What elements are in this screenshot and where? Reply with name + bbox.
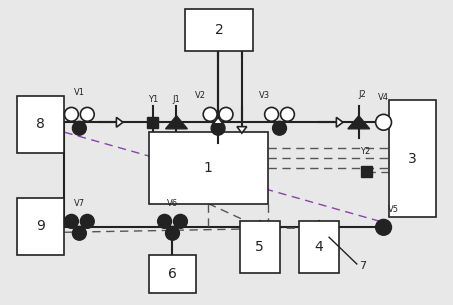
- Text: 8: 8: [36, 117, 45, 131]
- Polygon shape: [165, 116, 188, 129]
- Text: 6: 6: [168, 267, 177, 281]
- Circle shape: [203, 107, 217, 121]
- Circle shape: [165, 226, 179, 240]
- Circle shape: [72, 121, 86, 135]
- Text: 4: 4: [315, 240, 323, 254]
- Circle shape: [273, 121, 286, 135]
- Bar: [17, 198, 64, 255]
- Circle shape: [158, 214, 172, 228]
- Bar: [17, 95, 64, 153]
- Bar: [149, 132, 268, 203]
- Text: 3: 3: [408, 152, 417, 166]
- Text: V3: V3: [259, 92, 270, 100]
- Text: 7: 7: [359, 261, 366, 271]
- Text: J2: J2: [359, 89, 366, 99]
- Circle shape: [376, 114, 391, 130]
- Text: 9: 9: [36, 219, 45, 233]
- Text: V5: V5: [387, 206, 399, 214]
- Circle shape: [211, 121, 225, 135]
- Circle shape: [173, 214, 188, 228]
- Polygon shape: [116, 117, 123, 127]
- Text: Y1: Y1: [148, 95, 158, 104]
- Circle shape: [64, 214, 78, 228]
- Bar: [240, 221, 280, 273]
- Bar: [389, 100, 436, 217]
- Circle shape: [80, 214, 94, 228]
- Polygon shape: [237, 127, 247, 133]
- Circle shape: [280, 107, 294, 121]
- Circle shape: [376, 219, 391, 235]
- Text: V6: V6: [167, 199, 178, 207]
- Circle shape: [64, 107, 78, 121]
- Text: V4: V4: [378, 93, 389, 102]
- Text: V1: V1: [74, 88, 85, 97]
- Circle shape: [219, 107, 233, 121]
- Text: Y2: Y2: [360, 147, 370, 156]
- Bar: [147, 117, 158, 128]
- Polygon shape: [337, 117, 343, 127]
- Circle shape: [80, 107, 94, 121]
- Polygon shape: [348, 116, 370, 129]
- Text: V2: V2: [195, 92, 206, 100]
- Text: 1: 1: [204, 161, 212, 175]
- Bar: [299, 221, 339, 273]
- Text: 2: 2: [215, 23, 223, 37]
- Circle shape: [72, 226, 86, 240]
- Text: V7: V7: [74, 199, 85, 207]
- Text: 5: 5: [255, 240, 264, 254]
- Bar: [361, 166, 372, 177]
- Circle shape: [265, 107, 279, 121]
- Text: J1: J1: [173, 95, 180, 104]
- Bar: [185, 9, 253, 51]
- Bar: [149, 255, 196, 293]
- Polygon shape: [213, 117, 223, 124]
